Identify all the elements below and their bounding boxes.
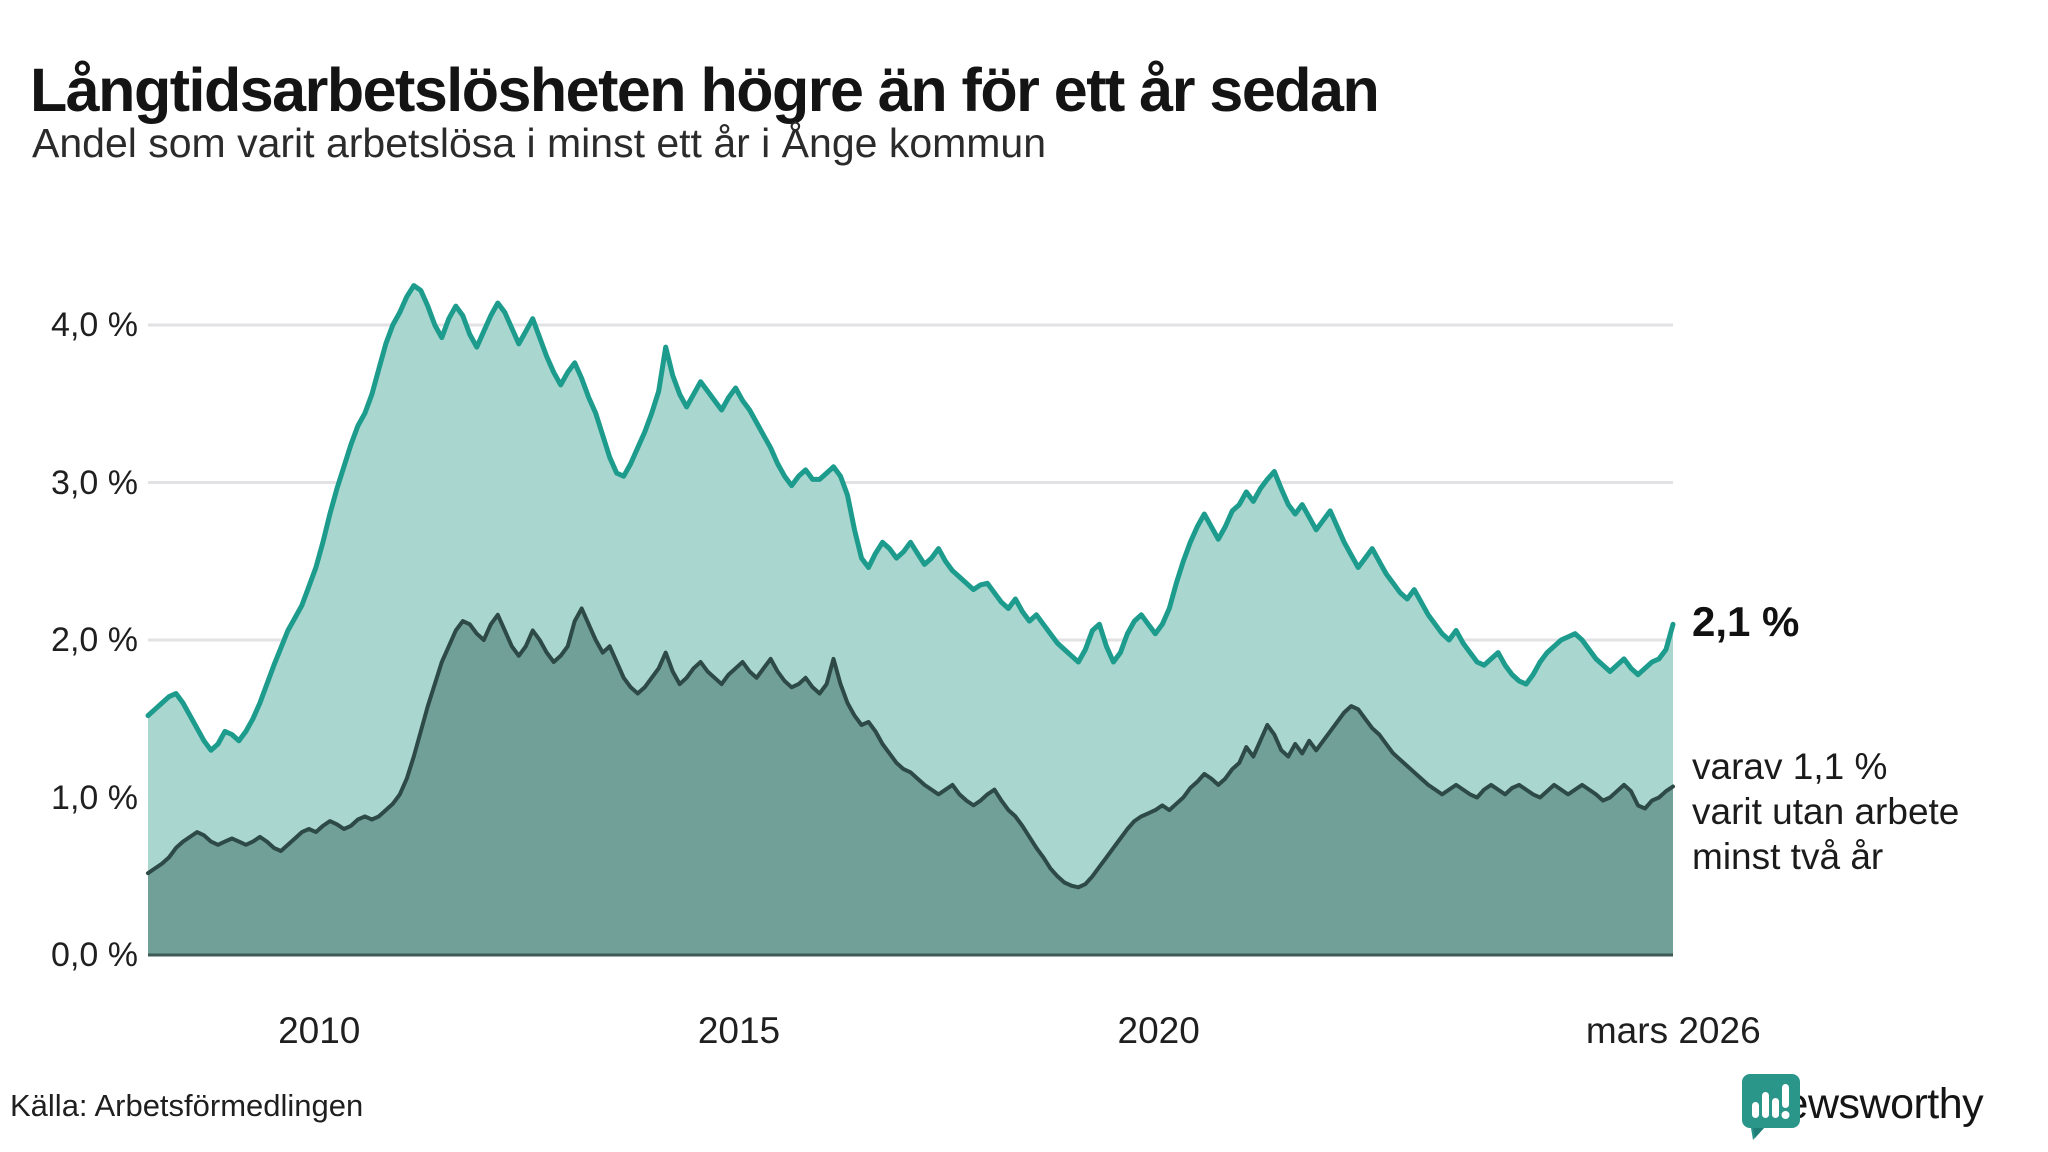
x-tick-label: 2015 <box>697 1010 781 1051</box>
series-area <box>148 608 1673 955</box>
annotation-line: varav 1,1 % <box>1692 746 1888 787</box>
annotation-line: minst två år <box>1692 836 1884 877</box>
chart-subtitle: Andel som varit arbetslösa i minst ett å… <box>32 120 1047 166</box>
y-tick-label: 1,0 % <box>51 778 138 817</box>
y-tick-label: 3,0 % <box>51 463 138 502</box>
secondary-value-annotation: varav 1,1 % varit utan arbete minst två … <box>1692 744 1959 879</box>
y-tick-label: 2,0 % <box>51 621 138 659</box>
latest-value-label: 2,1 % <box>1692 598 1800 645</box>
source-credit: Källa: Arbetsförmedlingen <box>10 1088 364 1123</box>
x-tick-label: 2010 <box>278 1010 361 1051</box>
series-line <box>146 606 1675 890</box>
newsworthy-logo-icon <box>1742 1074 1800 1140</box>
series-line <box>145 283 1676 753</box>
x-tick-label: 2020 <box>1117 1010 1200 1051</box>
newsworthy-logo: Newsworthy <box>1740 1072 1984 1142</box>
y-tick-label: 0,0 % <box>51 936 138 974</box>
y-tick-label: 4,0 % <box>51 306 138 344</box>
annotation-line: varit utan arbete <box>1692 791 1960 832</box>
page-title: Långtidsarbetslösheten högre än för ett … <box>30 55 1380 124</box>
x-tick-label: mars 2026 <box>1585 1010 1761 1051</box>
